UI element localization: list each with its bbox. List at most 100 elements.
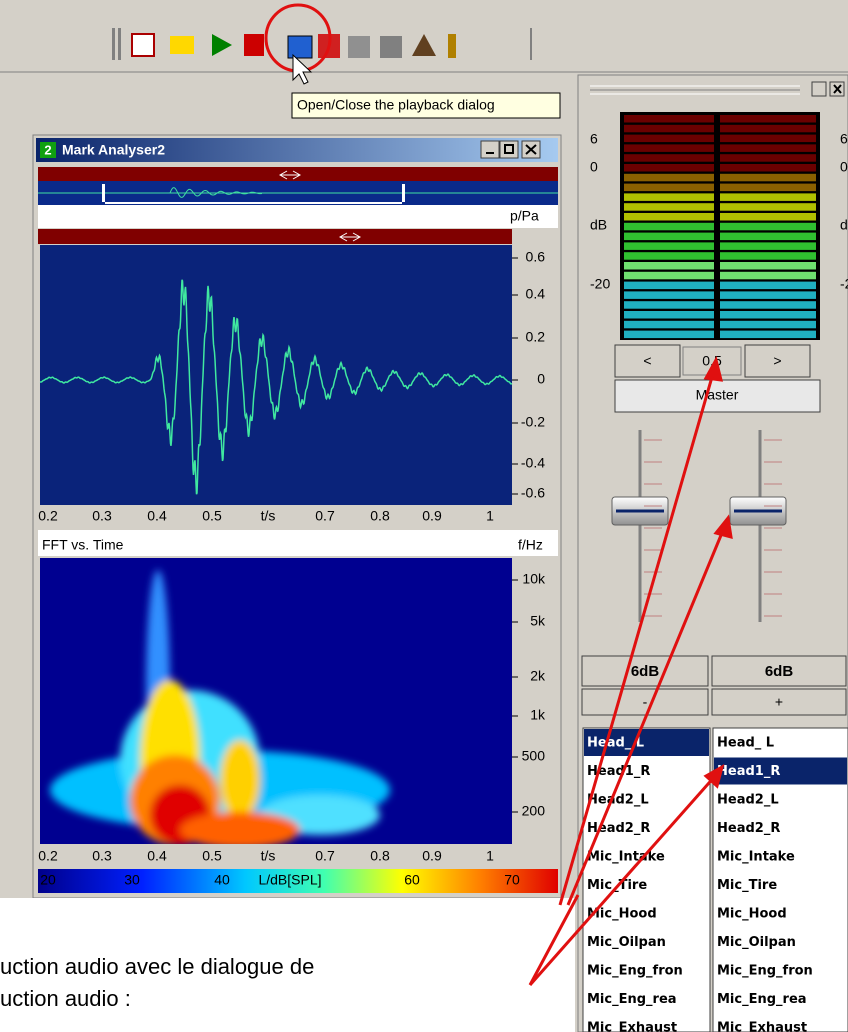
minimize-button[interactable] xyxy=(480,140,500,159)
y-tick-label: 0.4 xyxy=(526,286,546,302)
meter-segment xyxy=(624,164,714,172)
channel-item[interactable]: Mic_Eng_fron xyxy=(717,964,813,979)
channel-item[interactable]: Head2_R xyxy=(717,821,780,836)
colorbar xyxy=(38,869,558,893)
meter-segment xyxy=(720,311,816,319)
meter-segment xyxy=(624,281,714,290)
icon[interactable] xyxy=(244,34,264,56)
meter-segment xyxy=(720,222,816,231)
meter-label: -20 xyxy=(590,276,610,292)
meter-segment xyxy=(624,193,714,201)
prev-button-label: < xyxy=(643,353,651,369)
meter-segment xyxy=(720,252,816,260)
channel-item[interactable]: Mic_Oilpan xyxy=(587,935,666,950)
icon[interactable] xyxy=(380,36,402,58)
meter-bars xyxy=(624,115,816,339)
time-grid xyxy=(512,257,518,495)
channel-item[interactable]: Mic_Hood xyxy=(587,907,657,922)
meter-segment xyxy=(624,115,714,123)
channel-item[interactable]: Head1_R xyxy=(587,764,650,779)
colorbar-label: 20 xyxy=(40,872,56,888)
gain-left-button[interactable] xyxy=(581,655,709,687)
x-tick-label: 0.9 xyxy=(422,508,442,524)
master-label: Master xyxy=(696,387,739,403)
meter-label: 6 xyxy=(840,131,848,147)
y-tick-label: 200 xyxy=(522,803,546,819)
x-tick-label: 0.2 xyxy=(38,848,58,864)
title-bar xyxy=(36,138,558,162)
annotation-arrows xyxy=(528,355,733,986)
meter-segment xyxy=(624,213,714,221)
y-tick-label: 500 xyxy=(522,748,546,764)
x-tick-label: 0.4 xyxy=(147,508,167,524)
icon[interactable] xyxy=(131,33,155,57)
channel-item[interactable]: Mic_Exhaust xyxy=(587,1021,677,1032)
meter-segment xyxy=(720,183,816,192)
x-tick-label: 0.8 xyxy=(370,848,390,864)
sliders[interactable] xyxy=(611,430,787,622)
meter-segment xyxy=(624,232,714,241)
icon[interactable] xyxy=(287,35,313,59)
y-tick-label: -0.4 xyxy=(521,455,545,471)
gain-right-button[interactable] xyxy=(711,655,847,687)
next-button[interactable] xyxy=(744,344,811,378)
y-tick-label: 10k xyxy=(522,571,546,587)
window-title: Mark Analyser2 xyxy=(62,142,165,158)
channel-item[interactable]: Mic_Exhaust xyxy=(717,1021,807,1032)
x-tick-label: 0.9 xyxy=(422,848,442,864)
channel-item[interactable]: Mic_Eng_rea xyxy=(587,992,677,1007)
y-tick-label: 0.6 xyxy=(526,249,546,265)
icon[interactable] xyxy=(448,34,456,58)
x-tick-label: 0.2 xyxy=(38,508,58,524)
channel-item[interactable]: Head_ L xyxy=(717,736,774,751)
plus-button[interactable] xyxy=(711,688,847,716)
icon[interactable] xyxy=(170,36,194,54)
gain-left-button-label: 6dB xyxy=(631,663,660,680)
channel-item[interactable]: Mic_Intake xyxy=(717,850,795,865)
icon[interactable] xyxy=(348,36,370,58)
meter-segment xyxy=(720,301,816,309)
channel-item[interactable]: Head2_L xyxy=(717,793,779,808)
channel-item[interactable]: Mic_Eng_rea xyxy=(717,992,807,1007)
meter-segment xyxy=(720,213,816,221)
channel-item[interactable]: Head_ L xyxy=(587,736,644,751)
caption-line: uction audio avec le dialogue de xyxy=(0,954,314,979)
meter-segment xyxy=(720,203,816,211)
window-buttons[interactable] xyxy=(480,140,541,159)
channel-item[interactable]: Mic_Hood xyxy=(717,907,787,922)
channel-item[interactable]: Mic_Intake xyxy=(587,850,665,865)
channel-item[interactable]: Head1_R xyxy=(717,764,780,779)
y-tick-label: 0 xyxy=(537,371,545,387)
meter-segment xyxy=(720,124,816,133)
meter-segment xyxy=(720,320,816,329)
meter-segment xyxy=(720,144,816,152)
prev-button[interactable] xyxy=(614,344,681,378)
meter-segment xyxy=(624,291,714,299)
channel-item[interactable]: Mic_Tire xyxy=(717,878,777,893)
caption-line: uction audio : xyxy=(0,986,131,1011)
panel-menu-button[interactable] xyxy=(811,81,827,97)
overview-waveform xyxy=(169,187,263,198)
meter-label: 0 xyxy=(840,159,848,175)
meter-segment xyxy=(720,232,816,241)
minus-button[interactable] xyxy=(581,688,709,716)
maximize-button[interactable] xyxy=(499,140,519,159)
icon[interactable] xyxy=(212,34,232,56)
meter-segment xyxy=(624,301,714,309)
channel-item[interactable]: Head2_R xyxy=(587,821,650,836)
x-tick-label: 0.7 xyxy=(315,508,335,524)
channel-item[interactable]: Mic_Oilpan xyxy=(717,935,796,950)
x-tick-label: 0.5 xyxy=(202,508,222,524)
time-plot xyxy=(40,245,512,505)
meter-segment xyxy=(624,311,714,319)
meter-segment xyxy=(624,222,714,231)
zoom-bar[interactable] xyxy=(38,229,512,244)
caption-area xyxy=(0,898,575,1032)
master-button[interactable] xyxy=(614,379,821,413)
next-button-label: > xyxy=(773,353,781,369)
channel-item[interactable]: Head2_L xyxy=(587,793,649,808)
y-tick-label: 0.2 xyxy=(526,329,546,345)
icon[interactable] xyxy=(412,34,436,56)
meter-segment xyxy=(720,281,816,290)
channel-item[interactable]: Mic_Eng_fron xyxy=(587,964,683,979)
